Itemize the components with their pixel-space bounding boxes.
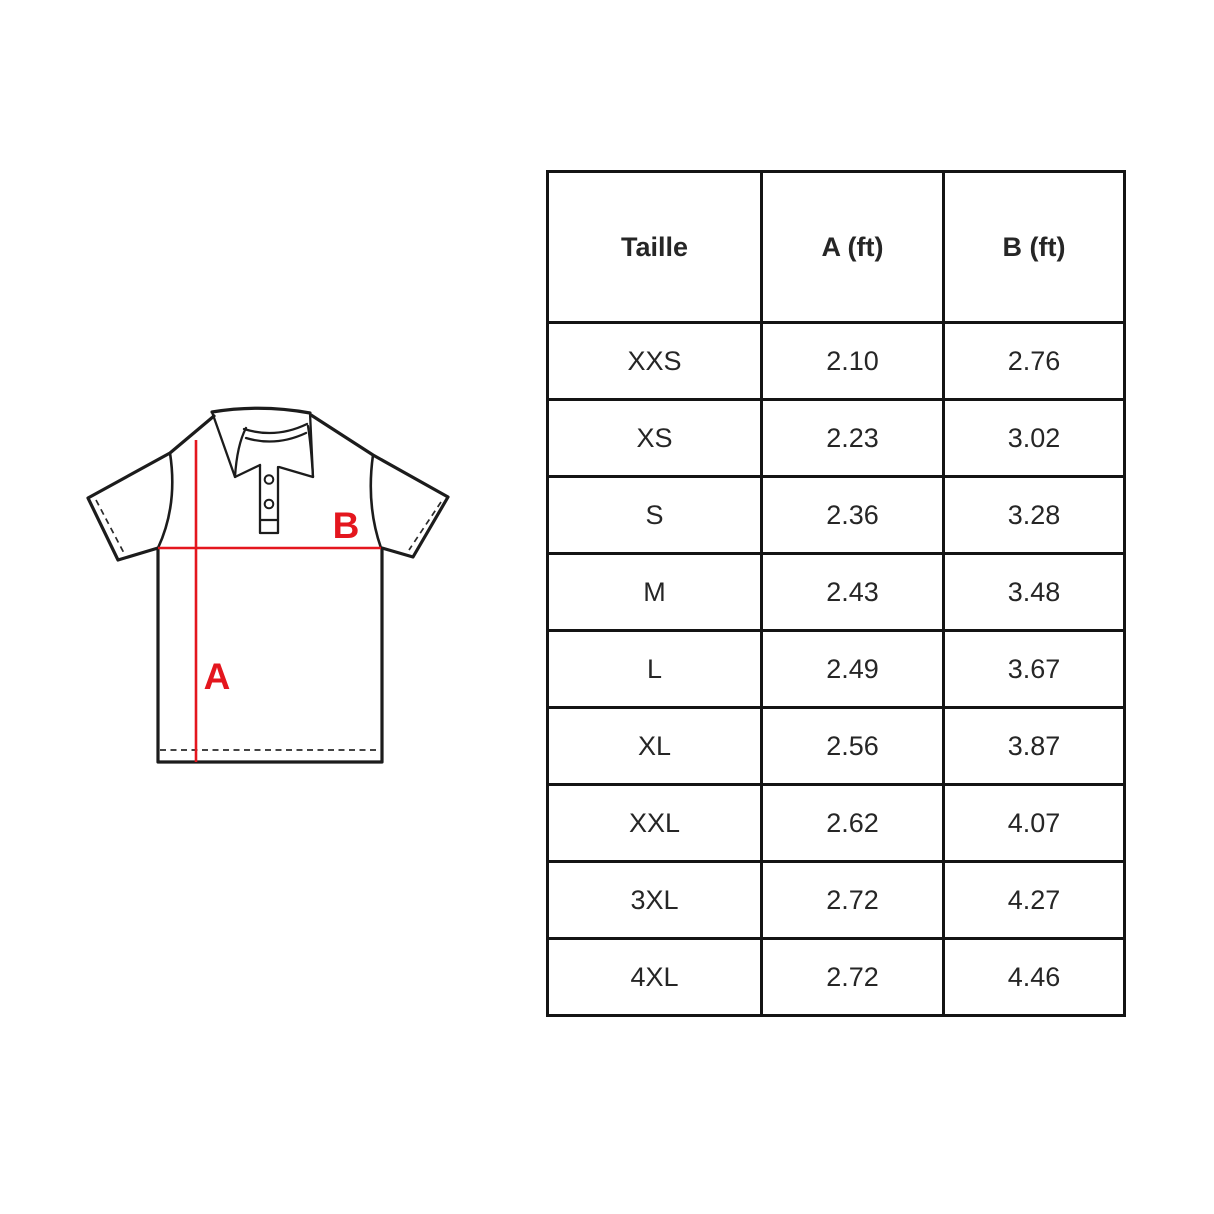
cell-b: 3.02 bbox=[942, 398, 1126, 478]
header-a-ft: A (ft) bbox=[760, 170, 945, 324]
cell-a: 2.72 bbox=[760, 937, 945, 1017]
table-row: XXL 2.62 4.07 bbox=[546, 783, 1126, 863]
button-top bbox=[263, 474, 275, 485]
cell-b: 4.46 bbox=[942, 937, 1126, 1017]
polo-shirt-illustration: A B bbox=[86, 406, 450, 764]
placket bbox=[258, 463, 280, 535]
cell-b: 3.28 bbox=[942, 475, 1126, 555]
cell-a: 2.23 bbox=[760, 398, 945, 478]
cell-a: 2.56 bbox=[760, 706, 945, 786]
cell-a: 2.49 bbox=[760, 629, 945, 709]
cell-size: 4XL bbox=[546, 937, 763, 1017]
table-row: S 2.36 3.28 bbox=[546, 475, 1126, 555]
table-row: L 2.49 3.67 bbox=[546, 629, 1126, 709]
cell-b: 3.67 bbox=[942, 629, 1126, 709]
table-row: XS 2.23 3.02 bbox=[546, 398, 1126, 478]
table-row: 4XL 2.72 4.46 bbox=[546, 937, 1126, 1017]
cell-a: 2.62 bbox=[760, 783, 945, 863]
cell-a: 2.72 bbox=[760, 860, 945, 940]
right-armhole-seam bbox=[369, 453, 383, 550]
size-chart-table: Taille A (ft) B (ft) XXS 2.10 2.76 XS 2.… bbox=[546, 170, 1126, 1017]
table-row: XXS 2.10 2.76 bbox=[546, 321, 1126, 401]
cell-size: 3XL bbox=[546, 860, 763, 940]
cell-b: 4.07 bbox=[942, 783, 1126, 863]
left-armhole-seam bbox=[156, 451, 174, 550]
header-row: Taille A (ft) B (ft) bbox=[546, 170, 1126, 324]
cell-size: XL bbox=[546, 706, 763, 786]
table-row: XL 2.56 3.87 bbox=[546, 706, 1126, 786]
shirt-silhouette bbox=[86, 413, 450, 764]
collar-band-lines bbox=[233, 422, 315, 479]
cell-size: L bbox=[546, 629, 763, 709]
header-b-ft: B (ft) bbox=[942, 170, 1126, 324]
collar-right-flap bbox=[277, 411, 315, 479]
cell-size: XS bbox=[546, 398, 763, 478]
table-row: 3XL 2.72 4.27 bbox=[546, 860, 1126, 940]
measure-label-a: A bbox=[204, 656, 231, 697]
size-chart-header: Taille A (ft) B (ft) bbox=[546, 170, 1126, 324]
cell-b: 4.27 bbox=[942, 860, 1126, 940]
table-row: M 2.43 3.48 bbox=[546, 552, 1126, 632]
measure-label-b: B bbox=[333, 505, 360, 546]
collar-top-edge bbox=[210, 406, 312, 415]
cell-a: 2.10 bbox=[760, 321, 945, 401]
cell-size: XXL bbox=[546, 783, 763, 863]
size-chart-body: XXS 2.10 2.76 XS 2.23 3.02 S 2.36 3.28 M… bbox=[546, 321, 1126, 1017]
cell-b: 3.48 bbox=[942, 552, 1126, 632]
cell-b: 2.76 bbox=[942, 321, 1126, 401]
cell-size: XXS bbox=[546, 321, 763, 401]
cell-b: 3.87 bbox=[942, 706, 1126, 786]
header-taille: Taille bbox=[546, 170, 763, 324]
cell-a: 2.43 bbox=[760, 552, 945, 632]
cell-size: S bbox=[546, 475, 763, 555]
button-bottom bbox=[263, 498, 275, 510]
right-cuff-stitch-line bbox=[408, 501, 442, 551]
cell-size: M bbox=[546, 552, 763, 632]
cell-a: 2.36 bbox=[760, 475, 945, 555]
polo-shirt-diagram: A B bbox=[80, 393, 460, 773]
